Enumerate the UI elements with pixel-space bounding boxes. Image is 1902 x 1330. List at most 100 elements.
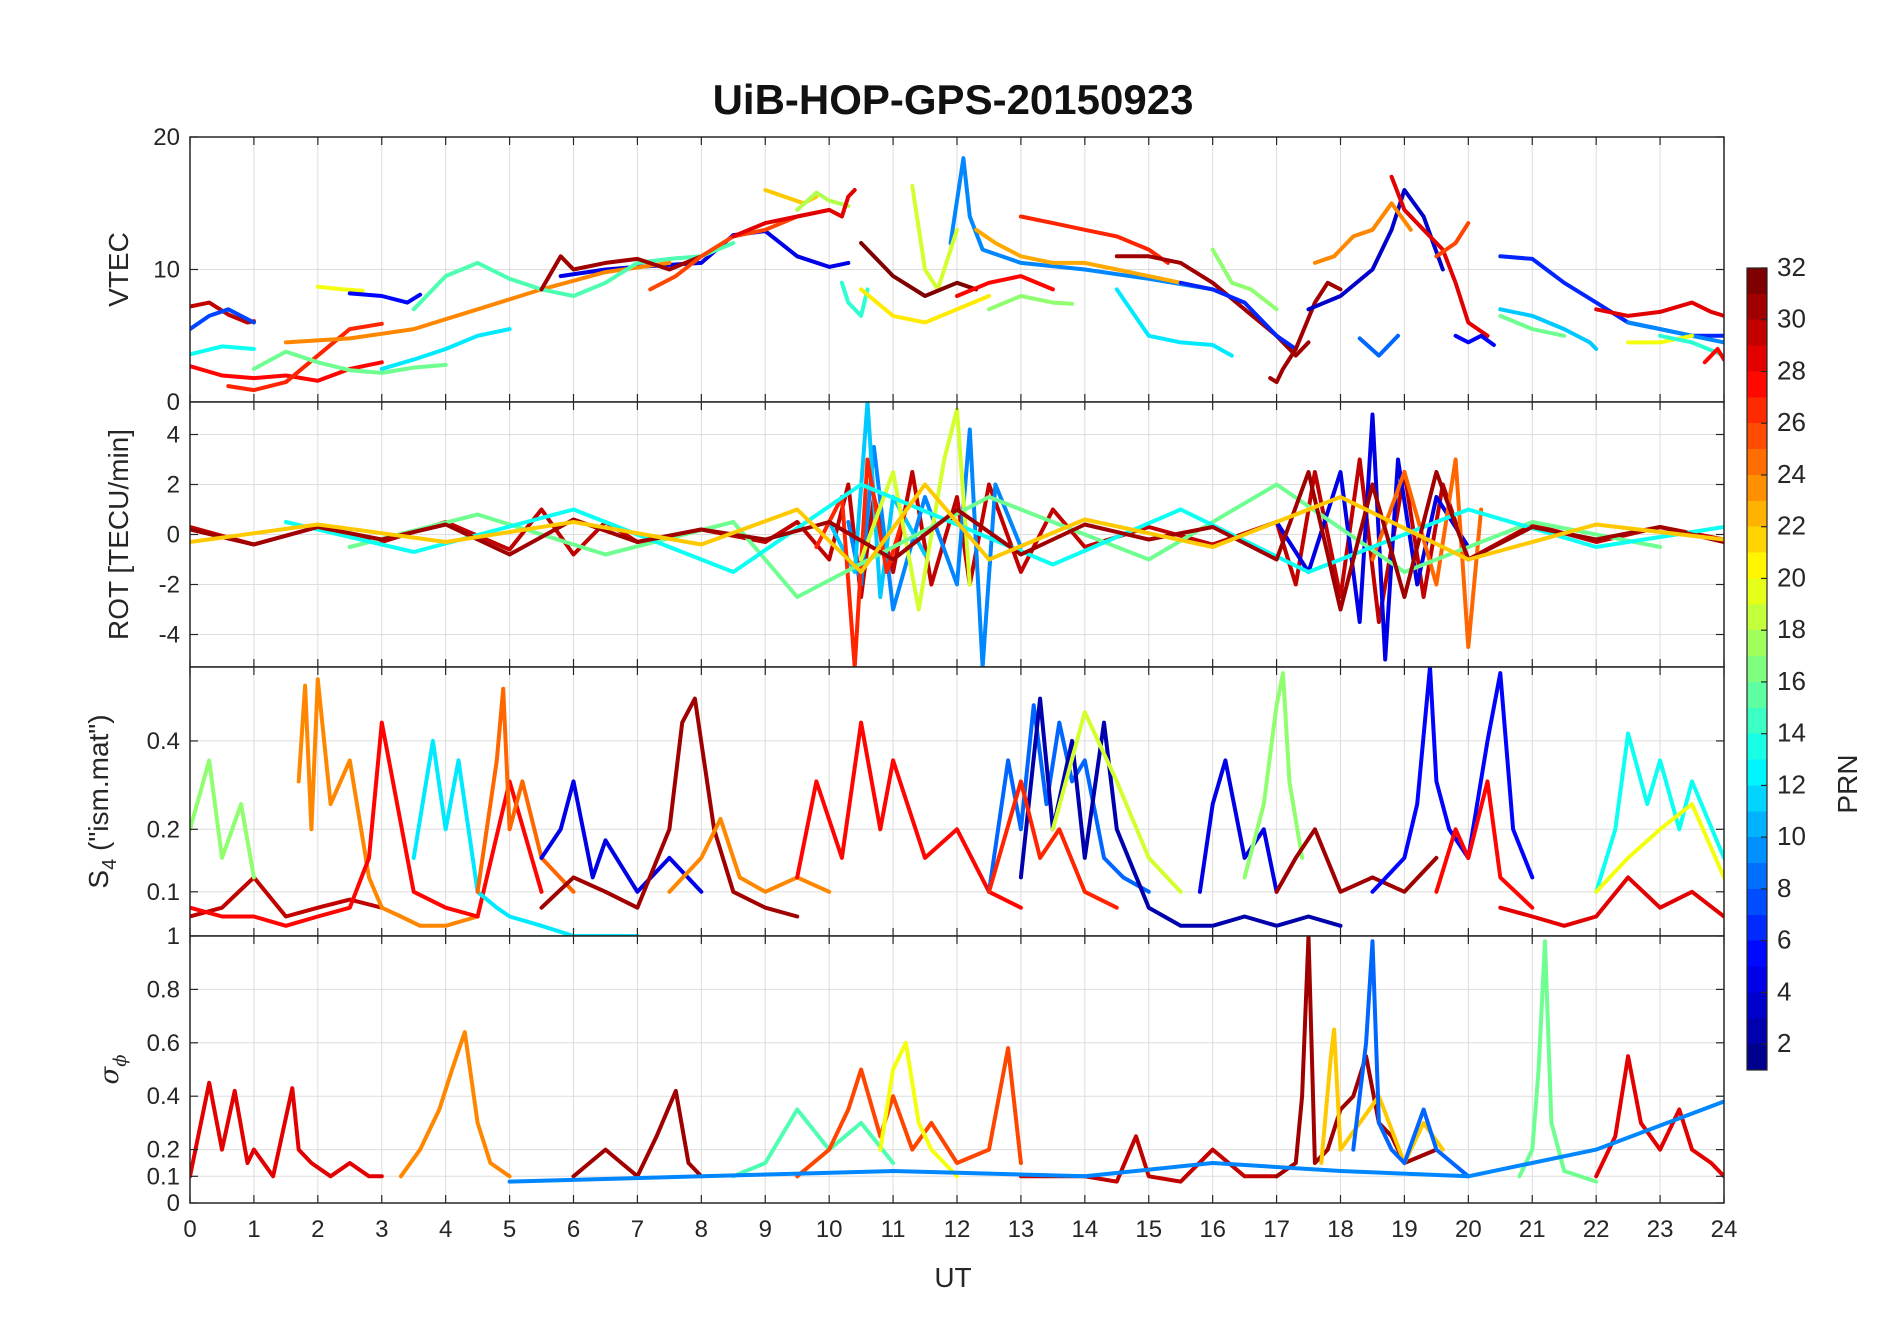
x-tick-label: 18 bbox=[1327, 1216, 1354, 1243]
series-prn-29-40 bbox=[1594, 300, 1724, 318]
panel-rot: 4 2 0 -2 -4 ROT [TECU/min] bbox=[103, 401, 1725, 668]
series-prn-12-27 bbox=[1114, 287, 1234, 358]
panel-vtec: 0 10 20 VTEC bbox=[103, 124, 1725, 416]
series-prn-27-25 bbox=[1018, 214, 1170, 265]
colorbar-tick-label: 32 bbox=[1777, 252, 1806, 282]
y-tick-label: -4 bbox=[159, 622, 180, 649]
colorbar-tick-label: 10 bbox=[1777, 821, 1806, 851]
series-prn-9-1 bbox=[846, 427, 1023, 667]
y-tick-label: 0.1 bbox=[147, 1163, 180, 1190]
y-tick-label: 4 bbox=[167, 422, 180, 449]
y-tick-label: 0.6 bbox=[147, 1030, 180, 1057]
series-prn-16-7 bbox=[251, 349, 448, 375]
y-tick-label: -2 bbox=[159, 572, 180, 599]
series-prn-5-9 bbox=[347, 291, 423, 305]
y-tick-label: 0.4 bbox=[147, 1083, 180, 1110]
series-prn-22-10 bbox=[190, 482, 1724, 574]
series-prn-26-4 bbox=[795, 1046, 1023, 1179]
colorbar-label: PRN bbox=[1832, 754, 1863, 813]
y-tick-label: 20 bbox=[153, 124, 180, 151]
series-prn-20-8 bbox=[315, 284, 365, 293]
series-prn-9-12 bbox=[507, 1099, 1724, 1184]
y-tick-label: 0.8 bbox=[147, 976, 180, 1003]
series-prn-7-3 bbox=[190, 307, 256, 332]
series-group bbox=[190, 402, 1724, 667]
series-prn-8-31 bbox=[1357, 333, 1400, 358]
series-prn-24-11 bbox=[283, 260, 672, 345]
y-tick-label: 0.2 bbox=[147, 816, 180, 843]
x-tick-label: 22 bbox=[1583, 1216, 1610, 1243]
series-prn-20-42 bbox=[1626, 333, 1694, 345]
colorbar-tick-label: 2 bbox=[1777, 1028, 1791, 1058]
series-group bbox=[190, 936, 1724, 1184]
colorbar-tick-label: 20 bbox=[1777, 562, 1806, 592]
series-prn-15-3 bbox=[731, 1107, 896, 1179]
series-prn-29-11 bbox=[1594, 1054, 1724, 1179]
colorbar-tick-label: 26 bbox=[1777, 407, 1806, 437]
series-prn-25-6 bbox=[1370, 457, 1484, 649]
y-axis-label-sub: ϕ bbox=[110, 1054, 131, 1066]
colorbar-tick-label: 8 bbox=[1777, 873, 1791, 903]
series-prn-28-23 bbox=[955, 274, 1055, 298]
series-prn-6-29 bbox=[1178, 280, 1298, 351]
series-prn-28-9 bbox=[795, 720, 1023, 910]
series-prn-17-24 bbox=[987, 294, 1075, 312]
series-prn-17-1 bbox=[190, 758, 256, 880]
series-prn-20-5 bbox=[878, 1040, 959, 1179]
y-tick-label: 0.2 bbox=[147, 1137, 180, 1164]
series-prn-30-0 bbox=[190, 875, 384, 919]
series-prn-31-16 bbox=[1274, 827, 1439, 894]
x-tick-label: 4 bbox=[439, 1216, 452, 1243]
x-tick-label: 6 bbox=[567, 1216, 580, 1243]
series-prn-28-18 bbox=[1434, 779, 1535, 910]
series-prn-31-7 bbox=[1274, 936, 1439, 1179]
series-prn-26-35 bbox=[1434, 221, 1471, 259]
series-prn-12-10 bbox=[379, 327, 512, 371]
colorbar-tick-label: 16 bbox=[1777, 666, 1806, 696]
colorbar-tick-label: 30 bbox=[1777, 304, 1806, 334]
series-prn-31-13 bbox=[539, 254, 704, 292]
series-prn-4-14 bbox=[1197, 758, 1279, 894]
y-tick-label: 0.1 bbox=[147, 879, 180, 906]
panel-s4: 0.1 0.2 0.4 S4 ("ism.mat") bbox=[83, 666, 1725, 937]
x-tick-label: 1 bbox=[247, 1216, 260, 1243]
series-prn-29-17 bbox=[731, 188, 857, 239]
series-prn-5-36 bbox=[1453, 333, 1496, 347]
series-prn-24-33 bbox=[1312, 201, 1413, 265]
x-tick-label: 0 bbox=[183, 1216, 196, 1243]
series-prn-22-8 bbox=[1319, 1027, 1445, 1165]
series-prn-15-12 bbox=[411, 241, 736, 312]
series-prn-27-13 bbox=[987, 779, 1119, 910]
series-prn-8-10 bbox=[987, 703, 1151, 894]
colorbar-tick-label: 18 bbox=[1777, 614, 1806, 644]
y-tick-label: 10 bbox=[153, 257, 180, 284]
series-prn-30-0 bbox=[190, 457, 1724, 624]
series-prn-13-8 bbox=[283, 482, 1724, 574]
series-group bbox=[190, 156, 1724, 393]
series-prn-19-5 bbox=[859, 407, 972, 612]
series-prn-4-6 bbox=[539, 779, 704, 894]
series-prn-28-44 bbox=[1702, 347, 1724, 365]
series-prn-17-15 bbox=[1242, 671, 1305, 880]
colorbar-bar bbox=[1746, 267, 1768, 1071]
panel-sigphi: 00.10.20.40.60.810 1 2 3 4 5 6 7 8 9 10 11 12 13 14 15 1… bbox=[95, 923, 1737, 1243]
x-tick-label: 21 bbox=[1519, 1216, 1546, 1243]
series-prn-12-4 bbox=[411, 738, 640, 936]
series-prn-27-6 bbox=[226, 321, 384, 393]
series-prn-24-1 bbox=[398, 1030, 512, 1179]
y-tick-label: 0 bbox=[167, 1190, 180, 1217]
y-axis-label-sub: 4 bbox=[99, 859, 121, 870]
series-prn-31-30 bbox=[1268, 280, 1343, 385]
x-tick-label: 12 bbox=[944, 1216, 971, 1243]
y-tick-label: 0.4 bbox=[147, 728, 180, 755]
series-prn-28-3 bbox=[190, 720, 544, 928]
y-tick-label: 1 bbox=[167, 923, 180, 950]
series-prn-16-10 bbox=[1517, 939, 1599, 1184]
series-prn-16-39 bbox=[1498, 313, 1567, 338]
y-axis-label: S4 ("ism.mat") bbox=[83, 714, 121, 888]
y-tick-label: 0 bbox=[167, 389, 180, 416]
series-prn-31-2 bbox=[571, 1088, 704, 1179]
series-prn-9-1 bbox=[948, 156, 1215, 292]
